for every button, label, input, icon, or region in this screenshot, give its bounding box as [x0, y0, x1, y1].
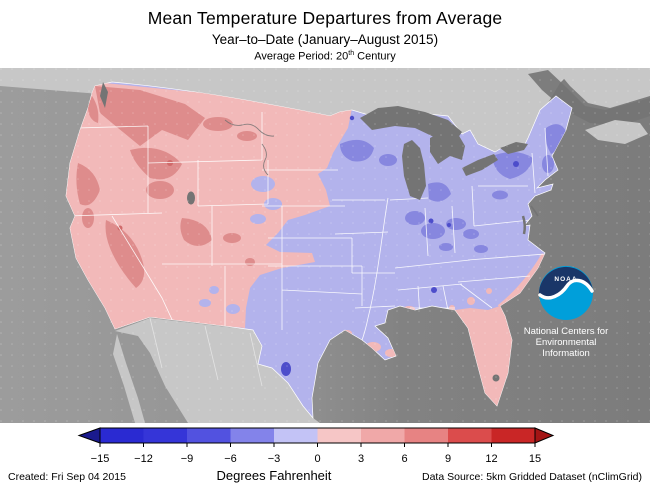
colorbar-tick-label: 3: [358, 453, 364, 465]
colorbar-segment: [100, 428, 144, 443]
noaa-logo-upper: [538, 266, 593, 299]
colorbar-segment: [143, 428, 188, 443]
noaa-logo-gull: [538, 278, 594, 300]
colorbar-left-arrow: [77, 427, 101, 444]
colorbar-tick-label: −15: [91, 453, 110, 465]
colorbar-tick-label: −3: [268, 453, 281, 465]
period-superscript: th: [348, 50, 355, 57]
noaa-org-line2: Environmental: [536, 337, 597, 348]
colorbar-segment: [230, 428, 275, 443]
noaa-org-line3: Information: [542, 348, 590, 359]
header: Mean Temperature Departures from Average…: [0, 0, 650, 63]
us-temperature-map: NOAA National Centers for Environmental …: [0, 68, 650, 423]
colorbar-tick-label: 0: [314, 453, 320, 465]
noaa-logo-word: NOAA: [554, 276, 577, 283]
dot-texture: [0, 68, 650, 423]
average-period-label: Average Period: 20th Century: [0, 50, 650, 63]
colorbar: −15 −12 −9 −6 −3 0 3 6 9 12 15: [77, 427, 555, 465]
colorbar-tick-label: −6: [224, 453, 237, 465]
period-prefix: Average Period: 20: [254, 50, 349, 63]
colorbar-segment: [491, 428, 536, 443]
period-suffix: Century: [354, 50, 396, 63]
colorbar-unit-label: Degrees Fahrenheit: [216, 468, 332, 483]
page-subtitle: Year–to–Date (January–August 2015): [211, 32, 439, 47]
colorbar-tick-label: 12: [485, 453, 497, 465]
footer: Created: Fri Sep 04 2015 Degrees Fahrenh…: [0, 468, 650, 488]
data-source-label: Data Source: 5km Gridded Dataset (nClimG…: [422, 471, 642, 483]
colorbar-right-arrow: [534, 427, 555, 444]
noaa-logo: NOAA National Centers for Environmental …: [524, 266, 608, 359]
colorbar-tick-label: −9: [181, 453, 194, 465]
colorbar-tick-label: 9: [445, 453, 451, 465]
page-title: Mean Temperature Departures from Average: [147, 8, 503, 28]
colorbar-segment: [187, 428, 231, 443]
colorbar-segment: [404, 428, 449, 443]
colorbar-segment: [274, 428, 318, 443]
colorbar-segment: [448, 428, 492, 443]
noaa-org-line1: National Centers for: [524, 326, 608, 337]
colorbar-segments: [100, 428, 536, 443]
colorbar-tick-label: 15: [529, 453, 541, 465]
colorbar-segment: [317, 428, 362, 443]
colorbar-tick-label: 6: [401, 453, 407, 465]
colorbar-segment: [361, 428, 405, 443]
legend-area: −15 −12 −9 −6 −3 0 3 6 9 12 15: [0, 426, 650, 468]
map-area: NOAA National Centers for Environmental …: [0, 68, 650, 423]
created-date-label: Created: Fri Sep 04 2015: [8, 471, 126, 483]
colorbar-tick-label: −12: [134, 453, 153, 465]
colorbar-ticks: −15 −12 −9 −6 −3 0 3 6 9 12 15: [91, 443, 541, 465]
